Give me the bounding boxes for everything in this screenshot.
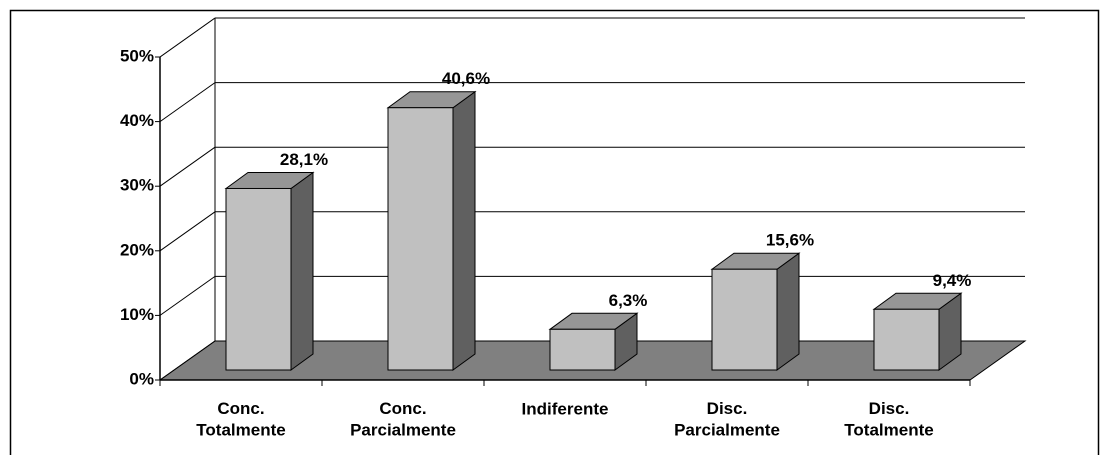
value-label: 9,4% [933,271,972,290]
y-tick-label: 40% [120,111,154,130]
y-tick-label: 50% [120,46,154,65]
bar [549,328,616,371]
value-label: 6,3% [609,291,648,310]
y-tick-label: 20% [120,240,154,259]
x-tick-label: Conc. Parcialmente [350,399,456,439]
y-tick-label: 0% [129,369,154,388]
chart-frame [9,9,1100,455]
grid-line [159,17,216,58]
grid-line [159,82,216,123]
value-label: 15,6% [766,231,814,250]
grid-line [159,146,216,187]
x-tick-label: Disc. Totalmente [844,399,933,439]
bar [873,308,940,371]
x-tick-label: Indiferente [522,399,609,418]
value-label: 28,1% [280,150,328,169]
bar [225,187,292,371]
grid-line [159,275,216,316]
x-tick-label: Disc. Parcialmente [674,399,780,439]
bar [387,107,454,371]
y-tick-label: 30% [120,176,154,195]
y-tick-label: 10% [120,305,154,324]
bar-side [290,171,314,371]
grid-line [159,211,216,252]
value-label: 40,6% [442,69,490,88]
bar [711,268,778,371]
grid-line [159,340,216,381]
x-tick-label: Conc. Totalmente [196,399,285,439]
bar-side [776,252,800,371]
bar-side [452,90,476,371]
